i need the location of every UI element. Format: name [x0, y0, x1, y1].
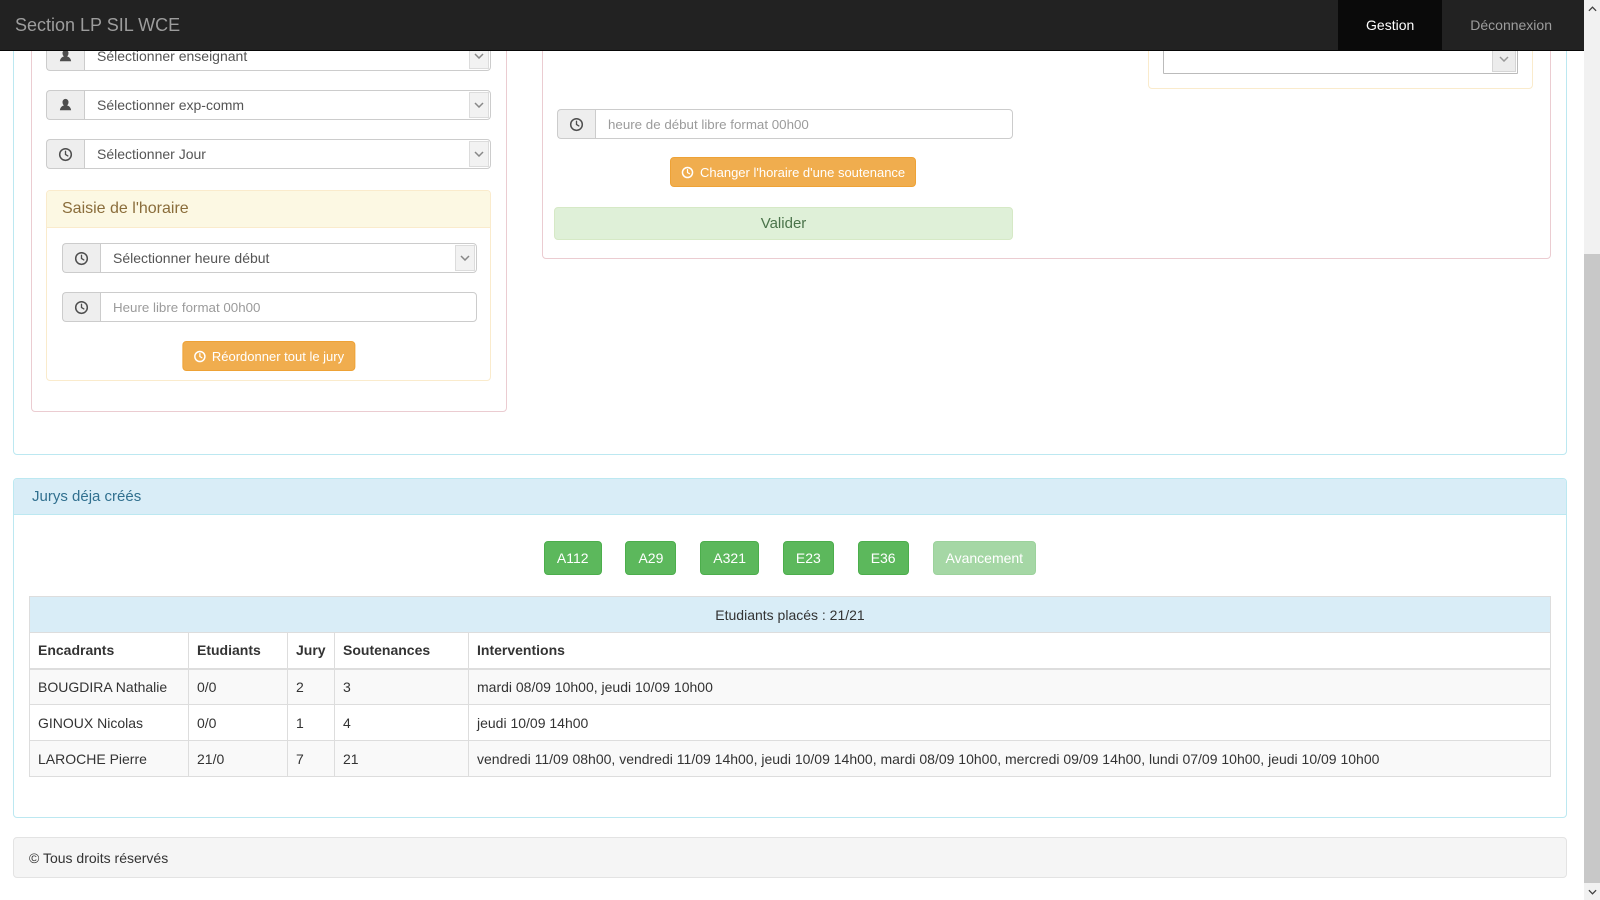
- saisie-horaire-panel: Saisie de l'horaire Sélectionner heure d…: [46, 190, 491, 381]
- table-caption-row: Etudiants placés : 21/21: [29, 596, 1551, 633]
- cell-soutenances: 21: [334, 740, 469, 777]
- clock-icon: [62, 292, 100, 322]
- navbar-brand: Section LP SIL WCE: [15, 15, 181, 35]
- room-button-a29[interactable]: A29: [625, 541, 677, 575]
- heure-libre-input[interactable]: [100, 292, 477, 322]
- select-enseignant-value: Sélectionner enseignant: [97, 48, 248, 64]
- etudiants-places-caption: Etudiants placés : 21/21: [29, 596, 1551, 633]
- cell-etudiants: 21/0: [188, 740, 288, 777]
- jurys-panel: Jurys déja créés A112 A29 A321 E23 E36 A…: [13, 478, 1567, 818]
- navbar-menu: Gestion Déconnexion: [1338, 0, 1580, 50]
- select-jour-value: Sélectionner Jour: [97, 146, 206, 162]
- clock-icon: [681, 166, 694, 179]
- col-header-soutenances: Soutenances: [334, 632, 469, 670]
- footer-text: © Tous droits réservés: [29, 849, 169, 866]
- table-header-row: Encadrants Etudiants Jury Soutenances In…: [29, 632, 1551, 670]
- select-expcomm-value: Sélectionner exp-comm: [97, 97, 245, 113]
- table-row: BOUGDIRA Nathalie 0/0 2 3 mardi 08/09 10…: [29, 668, 1551, 705]
- room-buttons-row: A112 A29 A321 E23 E36 Avancement: [14, 541, 1566, 575]
- select-heure-debut[interactable]: Sélectionner heure début: [100, 243, 477, 273]
- nav-item-gestion[interactable]: Gestion: [1338, 0, 1443, 50]
- chevron-down-icon: [455, 245, 475, 271]
- navbar: Section LP SIL WCE Gestion Déconnexion: [0, 0, 1584, 51]
- change-horaire-label: Changer l'horaire d'une soutenance: [700, 164, 906, 180]
- reorder-jury-button[interactable]: Réordonner tout le jury: [181, 341, 356, 371]
- saisie-horaire-title: Saisie de l'horaire: [47, 191, 490, 228]
- footer: © Tous droits réservés: [13, 837, 1567, 878]
- scrollbar-thumb[interactable]: [1584, 254, 1600, 883]
- select-heure-debut-group: Sélectionner heure début: [62, 243, 477, 273]
- table-row: GINOUX Nicolas 0/0 1 4 jeudi 10/09 14h00: [29, 704, 1551, 741]
- cell-soutenances: 3: [334, 668, 469, 705]
- scroll-up-icon[interactable]: [1584, 0, 1600, 17]
- select-expcomm-group: Sélectionner exp-comm: [46, 90, 491, 120]
- scroll-down-icon[interactable]: [1584, 883, 1600, 900]
- select-expcomm[interactable]: Sélectionner exp-comm: [84, 90, 491, 120]
- jurys-panel-title: Jurys déja créés: [14, 479, 1566, 515]
- select-heure-debut-value: Sélectionner heure début: [113, 250, 270, 266]
- clock-icon: [193, 350, 206, 363]
- cell-jury: 1: [287, 704, 335, 741]
- cell-interventions: mardi 08/09 10h00, jeudi 10/09 10h00: [468, 668, 1551, 705]
- change-horaire-button[interactable]: Changer l'horaire d'une soutenance: [670, 157, 917, 187]
- avancement-button: Avancement: [932, 541, 1037, 575]
- cell-encadrant: GINOUX Nicolas: [29, 704, 189, 741]
- chevron-down-icon: [469, 141, 489, 167]
- chevron-down-icon: [469, 92, 489, 118]
- clock-icon: [557, 109, 595, 139]
- room-button-a321[interactable]: A321: [700, 541, 759, 575]
- cell-encadrant: LAROCHE Pierre: [29, 740, 189, 777]
- room-button-e23[interactable]: E23: [782, 541, 834, 575]
- user-icon: [46, 90, 84, 120]
- valider-button[interactable]: Valider: [554, 207, 1013, 240]
- select-jour-group: Sélectionner Jour: [46, 139, 491, 169]
- cell-jury: 2: [287, 668, 335, 705]
- cell-etudiants: 0/0: [188, 704, 288, 741]
- cell-soutenances: 4: [334, 704, 469, 741]
- col-header-interventions: Interventions: [468, 632, 1551, 670]
- heure-debut-libre-input[interactable]: [595, 109, 1013, 139]
- heure-libre-group: [62, 292, 477, 322]
- cell-encadrant: BOUGDIRA Nathalie: [29, 668, 189, 705]
- cell-jury: 7: [287, 740, 335, 777]
- select-jour[interactable]: Sélectionner Jour: [84, 139, 491, 169]
- col-header-jury: Jury: [287, 632, 335, 670]
- table-row: LAROCHE Pierre 21/0 7 21 vendredi 11/09 …: [29, 740, 1551, 777]
- vertical-scrollbar[interactable]: [1584, 0, 1600, 900]
- room-button-e36[interactable]: E36: [857, 541, 909, 575]
- col-header-encadrants: Encadrants: [29, 632, 189, 670]
- col-header-etudiants: Etudiants: [188, 632, 288, 670]
- cell-etudiants: 0/0: [188, 668, 288, 705]
- room-button-a112[interactable]: A112: [543, 541, 602, 575]
- clock-icon: [46, 139, 84, 169]
- jurys-table: Etudiants placés : 21/21 Encadrants Etud…: [29, 596, 1551, 777]
- reorder-jury-label: Réordonner tout le jury: [211, 348, 345, 364]
- cell-interventions: jeudi 10/09 14h00: [468, 704, 1551, 741]
- heure-debut-libre-group: [557, 109, 1013, 139]
- cell-interventions: vendredi 11/09 08h00, vendredi 11/09 14h…: [468, 740, 1551, 777]
- nav-item-deconnexion[interactable]: Déconnexion: [1470, 17, 1552, 33]
- clock-icon: [62, 243, 100, 273]
